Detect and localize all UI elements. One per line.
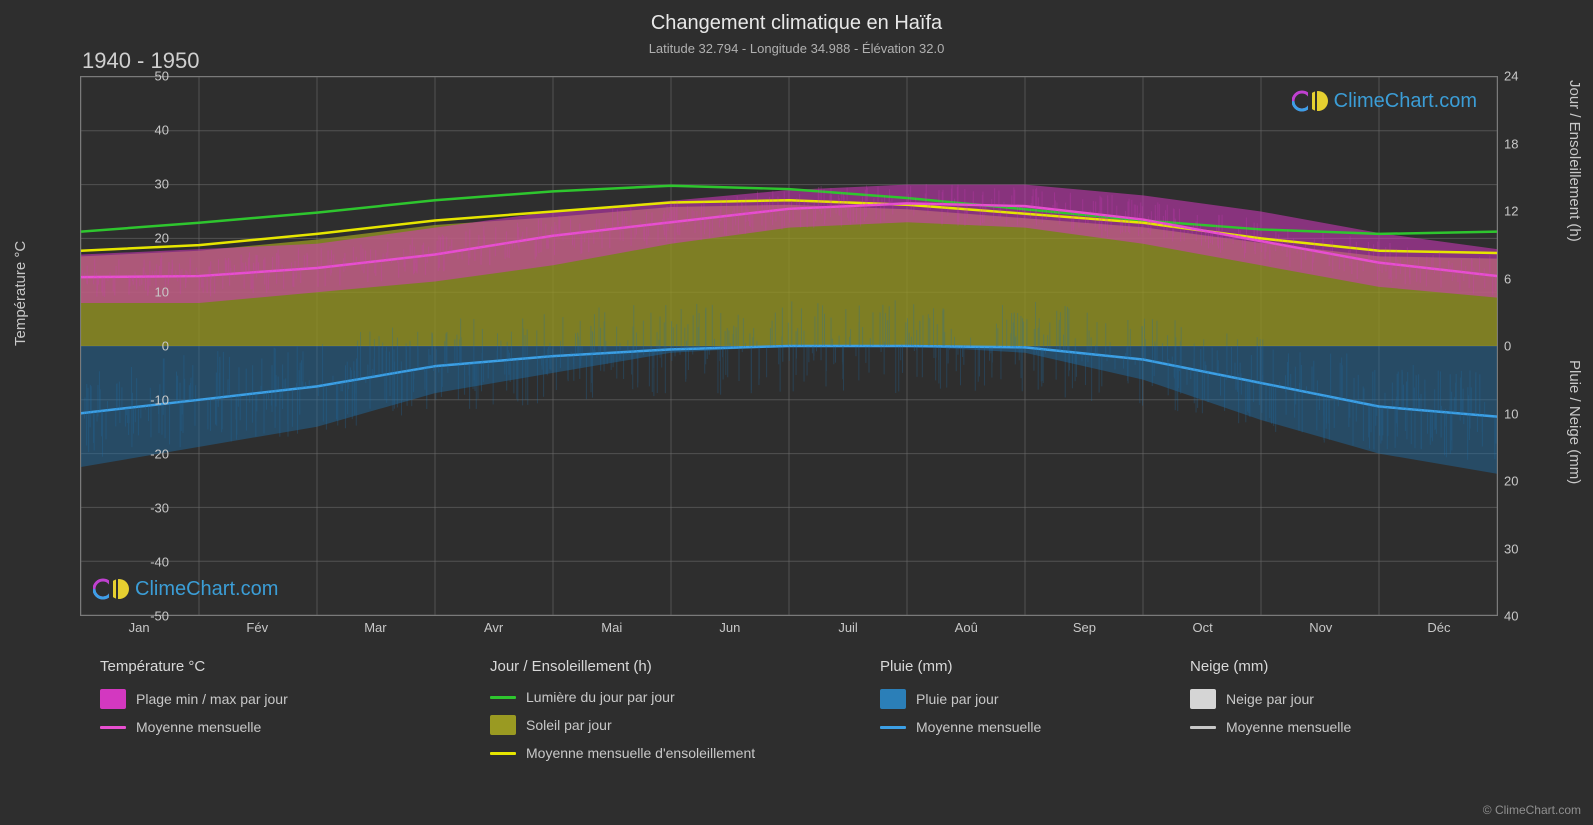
y-tick-right: 18 — [1504, 136, 1518, 151]
axis-label-daylight: Jour / Ensoleillement (h) — [1566, 80, 1583, 242]
chart-svg — [81, 77, 1497, 615]
y-tick-right: 20 — [1504, 474, 1518, 489]
legend-item: Soleil par jour — [490, 715, 870, 735]
legend-swatch-box — [880, 689, 906, 709]
axis-label-temperature: Température °C — [12, 241, 29, 346]
x-tick: Nov — [1271, 620, 1371, 635]
y-tick-left: 10 — [109, 285, 169, 300]
x-tick: Mar — [325, 620, 425, 635]
legend-label: Plage min / max par jour — [136, 691, 288, 707]
legend-header: Température °C — [100, 658, 480, 675]
y-tick-left: 20 — [109, 231, 169, 246]
axis-label-rain: Pluie / Neige (mm) — [1566, 360, 1583, 484]
legend-swatch-line — [100, 726, 126, 729]
x-tick: Aoû — [916, 620, 1016, 635]
legend-item: Neige par jour — [1190, 689, 1490, 709]
legend-header: Jour / Ensoleillement (h) — [490, 658, 870, 675]
legend-group: Jour / Ensoleillement (h) Lumière du jour… — [490, 658, 870, 761]
chart-subtitle: Latitude 32.794 - Longitude 34.988 - Élé… — [0, 41, 1593, 56]
legend-group: Neige (mm) Neige par jour Moyenne mensuell… — [1190, 658, 1490, 761]
y-tick-left: -10 — [109, 393, 169, 408]
x-tick: Avr — [444, 620, 544, 635]
legend-item: Lumière du jour par jour — [490, 689, 870, 705]
chart-title: Changement climatique en Haïfa — [0, 0, 1593, 35]
x-tick: Juil — [798, 620, 898, 635]
y-tick-left: -20 — [109, 447, 169, 462]
legend-label: Moyenne mensuelle d'ensoleillement — [526, 745, 755, 761]
x-tick: Jun — [680, 620, 780, 635]
y-tick-left: 0 — [109, 339, 169, 354]
watermark-top: ClimeChart.com — [1292, 87, 1477, 115]
y-tick-right: 24 — [1504, 69, 1518, 84]
legend-swatch-line — [490, 696, 516, 699]
legend-group: Température °C Plage min / max par jour Mo… — [100, 658, 480, 761]
watermark-text: ClimeChart.com — [1334, 90, 1477, 113]
legend-item: Moyenne mensuelle d'ensoleillement — [490, 745, 870, 761]
legend-label: Moyenne mensuelle — [916, 719, 1041, 735]
x-tick: Sep — [1034, 620, 1134, 635]
logo-icon — [93, 575, 129, 603]
y-tick-right: 10 — [1504, 406, 1518, 421]
legend-label: Neige par jour — [1226, 691, 1314, 707]
legend-item: Pluie par jour — [880, 689, 1180, 709]
y-tick-left: -40 — [109, 555, 169, 570]
watermark-bottom: ClimeChart.com — [93, 575, 278, 603]
legend-label: Soleil par jour — [526, 717, 612, 733]
legend-header: Pluie (mm) — [880, 658, 1180, 675]
chart-plot-area: ClimeChart.com ClimeChart.com — [80, 76, 1498, 616]
y-tick-left: 30 — [109, 177, 169, 192]
copyright: © ClimeChart.com — [1483, 803, 1581, 817]
legend-item: Plage min / max par jour — [100, 689, 480, 709]
legend-swatch-line — [1190, 726, 1216, 729]
legend-label: Pluie par jour — [916, 691, 999, 707]
y-tick-left: -30 — [109, 501, 169, 516]
legend-swatch-box — [100, 689, 126, 709]
x-tick: Mai — [562, 620, 662, 635]
y-tick-right: 12 — [1504, 204, 1518, 219]
legend-swatch-box — [1190, 689, 1216, 709]
legend-label: Lumière du jour par jour — [526, 689, 675, 705]
legend-group: Pluie (mm) Pluie par jour Moyenne mensuell… — [880, 658, 1180, 761]
y-tick-right: 0 — [1504, 339, 1511, 354]
logo-icon — [1292, 87, 1328, 115]
y-tick-right: 6 — [1504, 271, 1511, 286]
legend-item: Moyenne mensuelle — [1190, 719, 1490, 735]
y-tick-right: 30 — [1504, 541, 1518, 556]
x-tick: Fév — [207, 620, 307, 635]
legend: Température °C Plage min / max par jour Mo… — [100, 658, 1500, 761]
x-tick: Jan — [89, 620, 189, 635]
legend-label: Moyenne mensuelle — [1226, 719, 1351, 735]
watermark-text: ClimeChart.com — [135, 578, 278, 601]
y-tick-left: 50 — [109, 69, 169, 84]
legend-swatch-line — [880, 726, 906, 729]
y-tick-left: 40 — [109, 123, 169, 138]
legend-item: Moyenne mensuelle — [880, 719, 1180, 735]
legend-item: Moyenne mensuelle — [100, 719, 480, 735]
x-tick: Déc — [1389, 620, 1489, 635]
legend-header: Neige (mm) — [1190, 658, 1490, 675]
legend-swatch-line — [490, 752, 516, 755]
y-tick-right: 40 — [1504, 609, 1518, 624]
x-tick: Oct — [1153, 620, 1253, 635]
legend-label: Moyenne mensuelle — [136, 719, 261, 735]
legend-swatch-box — [490, 715, 516, 735]
